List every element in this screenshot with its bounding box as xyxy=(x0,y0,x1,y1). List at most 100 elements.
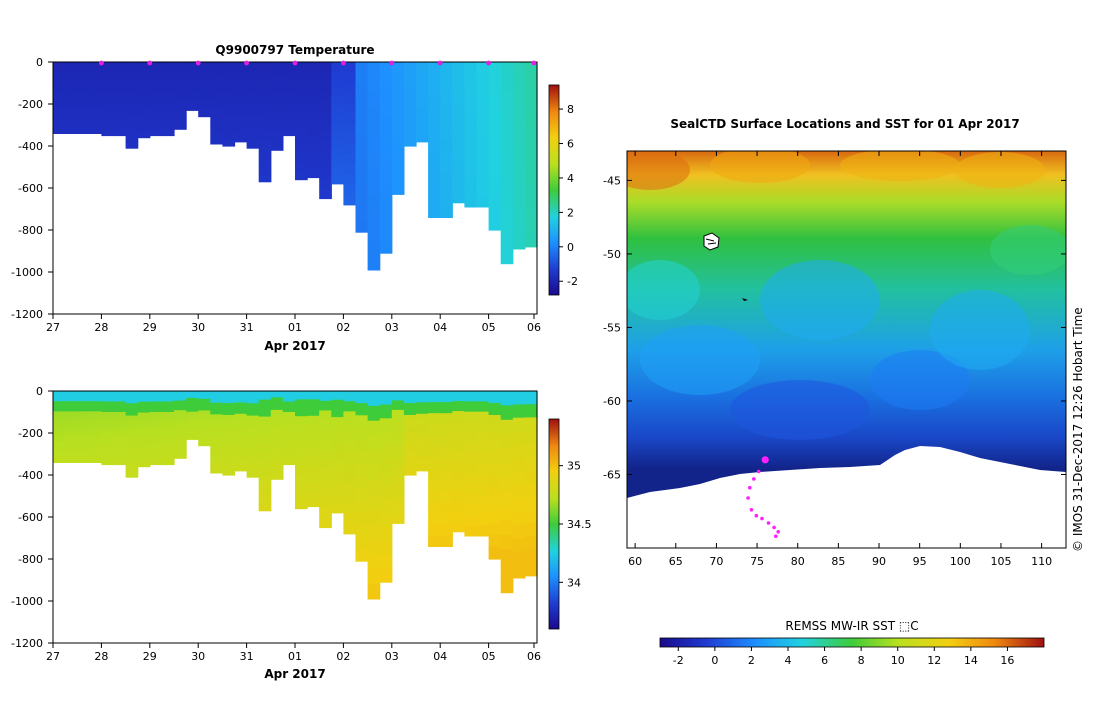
temp-cell xyxy=(77,128,90,134)
sal-cell xyxy=(488,415,502,428)
sal-cell xyxy=(307,457,320,466)
temp-cell xyxy=(319,91,332,102)
sal-cell xyxy=(476,401,490,413)
sal-cell xyxy=(53,436,66,443)
map-xtick-label: 85 xyxy=(831,555,845,568)
sal-cell xyxy=(367,405,381,422)
sal-cell xyxy=(379,391,393,406)
sal-cell xyxy=(367,435,381,451)
sal-cell xyxy=(282,417,296,424)
sal-cell xyxy=(77,411,90,418)
temp-cell xyxy=(331,62,344,72)
sal-cell xyxy=(174,419,187,426)
sal-cell xyxy=(246,464,260,472)
sal-cell xyxy=(416,459,429,466)
sal-cell xyxy=(319,449,332,460)
temp-cell xyxy=(89,123,102,129)
temp-cell xyxy=(476,196,490,208)
sal-cell xyxy=(295,449,308,459)
temp-cell xyxy=(53,62,66,68)
sal-cb-tick-label: 35 xyxy=(567,460,581,473)
temp-cell xyxy=(53,128,66,134)
sal-cell xyxy=(367,494,381,511)
sal-cell xyxy=(512,391,526,405)
sal-cell xyxy=(137,445,151,451)
sal-cell xyxy=(367,450,381,466)
sal-cell xyxy=(524,523,538,537)
sal-cell xyxy=(500,549,514,565)
sal-cell xyxy=(343,493,357,504)
sal-cell xyxy=(403,457,417,464)
temp-cell xyxy=(391,99,405,110)
sal-cell xyxy=(53,401,66,407)
sal-cell xyxy=(198,430,211,435)
temp-cell xyxy=(428,62,441,74)
sal-cell xyxy=(77,406,90,412)
sal-cell xyxy=(524,430,538,445)
sst-colorbar-ticks: -2 0 2 4 6 8 10 12 14 16 xyxy=(673,647,1014,667)
sal-cell xyxy=(428,513,441,525)
sal-cell xyxy=(89,401,102,407)
temp-cell xyxy=(186,93,199,98)
sst-cb-tick-label: -2 xyxy=(673,654,684,667)
sal-cell xyxy=(403,421,417,428)
temp-cb-tick-label: 6 xyxy=(567,138,574,151)
sal-cell xyxy=(186,428,199,433)
sal-cell xyxy=(210,420,223,427)
sal-cell xyxy=(367,480,381,496)
map-xtick-label: 60 xyxy=(628,555,642,568)
temp-cell xyxy=(416,79,429,86)
temp-cell xyxy=(198,93,211,98)
temp-cell xyxy=(355,62,369,75)
sal-cell xyxy=(379,554,393,570)
map-xtick-label: 105 xyxy=(990,555,1011,568)
temp-cell xyxy=(295,112,308,122)
temp-cell xyxy=(452,162,465,174)
temp-cell xyxy=(379,103,393,118)
temp-cell xyxy=(246,123,260,131)
temp-cell xyxy=(210,62,223,69)
sal-cell xyxy=(379,418,393,433)
temp-cell xyxy=(89,118,102,124)
temp-cell xyxy=(149,67,163,74)
sal-cell xyxy=(464,432,478,444)
temp-cell xyxy=(113,67,127,74)
temp-cell xyxy=(367,151,381,167)
sst-patches xyxy=(627,151,1066,440)
sal-cell xyxy=(174,415,187,421)
temp-cell xyxy=(524,101,538,116)
temp-cell xyxy=(464,144,478,156)
track-point xyxy=(754,513,759,518)
temp-cell xyxy=(186,96,199,101)
temp-cell xyxy=(428,161,441,174)
sal-cell xyxy=(403,391,417,398)
sal-cell xyxy=(65,442,78,448)
sst-cb-tick-label: 4 xyxy=(785,654,792,667)
temp-cell xyxy=(53,113,66,119)
temp-cell xyxy=(222,116,236,123)
temp-cell xyxy=(319,81,332,92)
sal-cell xyxy=(428,402,441,414)
temp-cell xyxy=(476,62,490,73)
sal-cell xyxy=(524,457,538,471)
sal-cell xyxy=(452,491,465,503)
temp-cell xyxy=(77,97,90,104)
sal-cell xyxy=(512,551,526,566)
sal-cell xyxy=(295,475,308,484)
temp-cell xyxy=(65,97,78,104)
sal-cell xyxy=(403,415,417,422)
sal-cell xyxy=(416,442,429,449)
seal-track xyxy=(746,456,780,538)
sst-patch xyxy=(640,325,760,395)
temp-cell xyxy=(500,134,514,149)
temp-cell xyxy=(270,99,284,107)
temp-cell xyxy=(319,110,332,122)
temp-xtick-label: 31 xyxy=(240,321,254,334)
temp-cell xyxy=(500,119,514,135)
temp-cell xyxy=(295,171,308,181)
sal-cell xyxy=(234,436,248,443)
temp-cell xyxy=(65,62,78,68)
temp-cell xyxy=(488,170,502,183)
temp-cell xyxy=(403,92,417,99)
temp-cell xyxy=(174,66,187,73)
